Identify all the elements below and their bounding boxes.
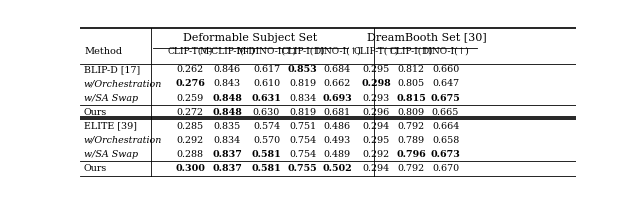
- Text: 0.493: 0.493: [323, 136, 351, 145]
- Text: 0.792: 0.792: [398, 164, 425, 173]
- Text: 0.288: 0.288: [177, 150, 204, 159]
- Text: 0.296: 0.296: [362, 108, 390, 117]
- Text: 0.658: 0.658: [432, 136, 459, 145]
- Text: 0.295: 0.295: [362, 65, 390, 74]
- Text: M-CLIP-I(↑): M-CLIP-I(↑): [200, 47, 255, 56]
- Text: 0.617: 0.617: [253, 65, 280, 74]
- Text: 0.581: 0.581: [252, 164, 282, 173]
- Text: 0.834: 0.834: [289, 94, 316, 102]
- Text: 0.789: 0.789: [398, 136, 425, 145]
- Text: 0.295: 0.295: [362, 136, 390, 145]
- Text: 0.293: 0.293: [362, 94, 390, 102]
- Text: Ours: Ours: [84, 164, 108, 173]
- Text: 0.815: 0.815: [396, 94, 426, 102]
- Text: 0.276: 0.276: [175, 79, 205, 88]
- Text: w/Orchestration: w/Orchestration: [84, 79, 163, 88]
- Text: ELITE [39]: ELITE [39]: [84, 122, 137, 131]
- Text: 0.285: 0.285: [177, 122, 204, 131]
- Text: 0.570: 0.570: [253, 136, 280, 145]
- Text: 0.848: 0.848: [212, 108, 243, 117]
- Text: DINO-I(↑): DINO-I(↑): [313, 47, 361, 56]
- Text: 0.684: 0.684: [323, 65, 351, 74]
- Text: 0.294: 0.294: [362, 122, 390, 131]
- Text: 0.292: 0.292: [362, 150, 390, 159]
- Text: CLIP-T(↑): CLIP-T(↑): [353, 47, 399, 56]
- Text: 0.660: 0.660: [432, 65, 459, 74]
- Text: 0.662: 0.662: [323, 79, 351, 88]
- Text: 0.805: 0.805: [398, 79, 425, 88]
- Text: DINO-I(↑): DINO-I(↑): [422, 47, 469, 56]
- Text: 0.754: 0.754: [289, 136, 316, 145]
- Text: 0.848: 0.848: [212, 94, 243, 102]
- Text: Method: Method: [84, 47, 122, 56]
- Text: 0.574: 0.574: [253, 122, 280, 131]
- Text: 0.837: 0.837: [212, 164, 243, 173]
- Text: 0.292: 0.292: [177, 136, 204, 145]
- Text: 0.300: 0.300: [175, 164, 205, 173]
- Text: 0.846: 0.846: [214, 65, 241, 74]
- Text: 0.631: 0.631: [252, 94, 282, 102]
- Text: 0.751: 0.751: [289, 122, 316, 131]
- Text: 0.812: 0.812: [398, 65, 425, 74]
- Text: 0.796: 0.796: [396, 150, 426, 159]
- Text: Deformable Subject Set: Deformable Subject Set: [184, 33, 317, 43]
- Text: 0.693: 0.693: [322, 94, 352, 102]
- Text: Ours: Ours: [84, 108, 108, 117]
- Text: 0.754: 0.754: [289, 150, 316, 159]
- Text: w/SA Swap: w/SA Swap: [84, 150, 138, 159]
- Text: 0.489: 0.489: [323, 150, 351, 159]
- Text: 0.835: 0.835: [214, 122, 241, 131]
- Text: 0.259: 0.259: [177, 94, 204, 102]
- Text: w/SA Swap: w/SA Swap: [84, 94, 138, 102]
- Text: 0.755: 0.755: [288, 164, 317, 173]
- Text: BLIP-D [17]: BLIP-D [17]: [84, 65, 140, 74]
- Text: CLIP-I(↑): CLIP-I(↑): [390, 47, 433, 56]
- Text: 0.647: 0.647: [432, 79, 459, 88]
- Text: 0.610: 0.610: [253, 79, 280, 88]
- Text: 0.665: 0.665: [432, 108, 460, 117]
- Text: 0.298: 0.298: [361, 79, 391, 88]
- Text: 0.792: 0.792: [398, 122, 425, 131]
- Text: CLIP-I(↑): CLIP-I(↑): [281, 47, 324, 56]
- Text: 0.294: 0.294: [362, 164, 390, 173]
- Text: 0.272: 0.272: [177, 108, 204, 117]
- Text: 0.834: 0.834: [214, 136, 241, 145]
- Text: 0.664: 0.664: [432, 122, 459, 131]
- Text: 0.262: 0.262: [177, 65, 204, 74]
- Text: 0.630: 0.630: [253, 108, 280, 117]
- Text: w/Orchestration: w/Orchestration: [84, 136, 163, 145]
- Text: 0.681: 0.681: [323, 108, 351, 117]
- Text: 0.819: 0.819: [289, 79, 316, 88]
- Text: 0.853: 0.853: [288, 65, 317, 74]
- Text: 0.843: 0.843: [214, 79, 241, 88]
- Text: 0.675: 0.675: [431, 94, 460, 102]
- Text: 0.502: 0.502: [322, 164, 352, 173]
- Text: 0.486: 0.486: [323, 122, 351, 131]
- Text: 0.581: 0.581: [252, 150, 282, 159]
- Text: 0.819: 0.819: [289, 108, 316, 117]
- Text: DreamBooth Set [30]: DreamBooth Set [30]: [367, 33, 486, 43]
- Text: 0.673: 0.673: [431, 150, 461, 159]
- Text: 0.837: 0.837: [212, 150, 243, 159]
- Text: 0.670: 0.670: [432, 164, 459, 173]
- Text: 0.809: 0.809: [398, 108, 425, 117]
- Text: CLIP-T(↑): CLIP-T(↑): [168, 47, 212, 56]
- Text: M-DINO-I(↑): M-DINO-I(↑): [237, 47, 296, 56]
